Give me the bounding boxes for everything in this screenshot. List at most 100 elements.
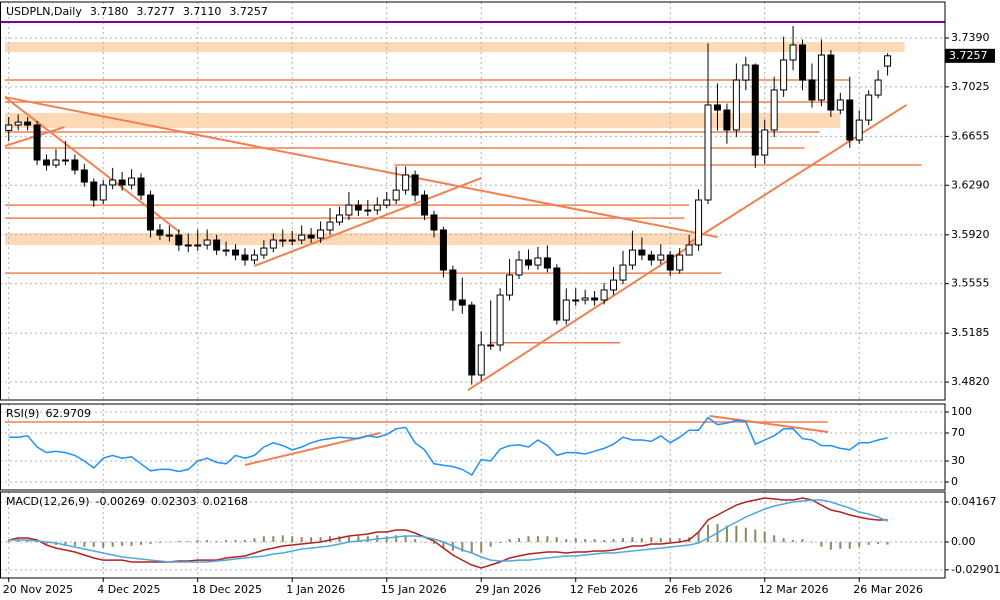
candle-body [619, 264, 627, 281]
candle-body [165, 234, 173, 237]
candle-body [751, 64, 759, 156]
candle-body [402, 174, 410, 191]
candle-body [146, 194, 154, 231]
candle-body [496, 294, 504, 346]
histogram-bar [669, 538, 672, 543]
histogram-bar [489, 542, 492, 547]
indicator-title: MACD(12,26,9) -0.00269 0.02303 0.02168 [6, 495, 248, 508]
histogram-bar [272, 536, 275, 543]
histogram-bar [877, 542, 880, 544]
histogram-bar [848, 542, 851, 549]
histogram-bar [253, 538, 256, 543]
indicator-value: 0.02168 [203, 495, 249, 508]
histogram-bar [565, 539, 568, 543]
x-tick-label: 12 Mar 2026 [759, 583, 829, 596]
histogram-bar [45, 542, 48, 544]
candle-body [449, 269, 457, 301]
histogram-bar [291, 536, 294, 543]
histogram-bar [385, 536, 388, 543]
ohlc-value: 3.7257 [229, 5, 268, 18]
indicator-value: 62.9709 [45, 407, 91, 420]
histogram-bar [243, 540, 246, 543]
y-tick-label: 3.4820 [951, 375, 990, 388]
histogram-bar [414, 539, 417, 543]
zone [4, 42, 905, 53]
histogram-bar [792, 540, 795, 543]
indicator-name: RSI(9) [6, 407, 39, 420]
candle-body [695, 199, 703, 246]
y-tick-label: 3.7390 [951, 31, 990, 44]
histogram-bar [867, 542, 870, 545]
series-line [8, 497, 888, 569]
histogram-bar [763, 531, 766, 543]
histogram-bar [196, 540, 199, 543]
histogram-bar [508, 539, 511, 543]
candle-body [175, 234, 183, 246]
price-box [945, 48, 995, 63]
candle-body [439, 229, 447, 271]
candle-body [685, 244, 693, 256]
histogram-bar [782, 538, 785, 543]
candle-body [99, 184, 107, 201]
candle-body [288, 239, 296, 242]
histogram-bar [678, 538, 681, 543]
y-tick-label: 100 [951, 405, 972, 418]
candle-body [250, 254, 258, 261]
candle-body [515, 259, 523, 276]
candle-body [836, 99, 844, 111]
histogram-bar [574, 538, 577, 543]
candle-body [666, 254, 674, 271]
histogram-bar [461, 542, 464, 552]
histogram-bar [612, 539, 615, 543]
candle-body [855, 119, 863, 141]
candle-body [109, 179, 117, 186]
x-tick-label: 12 Feb 2026 [570, 583, 638, 596]
candle-body [80, 169, 88, 183]
histogram-bar [92, 542, 95, 547]
x-tick-label: 26 Feb 2026 [664, 583, 732, 596]
histogram-bar [886, 542, 889, 545]
candle-body [373, 204, 381, 211]
candle-body [780, 59, 788, 91]
histogram-bar [829, 542, 832, 550]
chart-header: USDPLN,Daily 3.7180 3.7277 3.7110 3.7257 [6, 5, 268, 18]
indicator-name: MACD(12,26,9) [6, 495, 90, 508]
candle-body [430, 214, 438, 231]
histogram-bar [300, 537, 303, 543]
trend-line [709, 414, 829, 434]
histogram-bar [499, 542, 502, 543]
histogram-bar [187, 541, 190, 543]
histogram-bar [319, 537, 322, 543]
y-tick-label: 0 [951, 475, 958, 488]
candle-body [14, 121, 22, 126]
histogram-bar [102, 542, 105, 548]
histogram-bar [555, 537, 558, 543]
candle-body [90, 181, 98, 201]
trend-line [467, 239, 701, 391]
candle-body [647, 254, 655, 261]
candle-body [458, 299, 466, 306]
candle-body [203, 239, 211, 246]
y-tick-label: 30 [951, 454, 965, 467]
zone [4, 112, 841, 128]
histogram-bar [168, 542, 171, 543]
histogram-bar [697, 531, 700, 543]
histogram-bar [83, 542, 86, 547]
candle-body [421, 194, 429, 216]
candle-body [553, 267, 561, 321]
y-tick-label: 3.5555 [951, 277, 990, 290]
histogram-bar [470, 542, 473, 554]
indicator-value: -0.00269 [96, 495, 145, 508]
candle-body [345, 204, 353, 216]
trend-line [4, 96, 718, 239]
histogram-bar [518, 538, 521, 543]
histogram-bar [206, 540, 209, 543]
candle-body [581, 297, 589, 301]
histogram-bar [149, 542, 152, 544]
candle-body [524, 259, 532, 266]
histogram-bar [631, 537, 634, 543]
panel-border [0, 1, 946, 401]
histogram-bar [432, 542, 435, 544]
histogram-bar [225, 540, 228, 543]
histogram-bar [26, 540, 29, 543]
